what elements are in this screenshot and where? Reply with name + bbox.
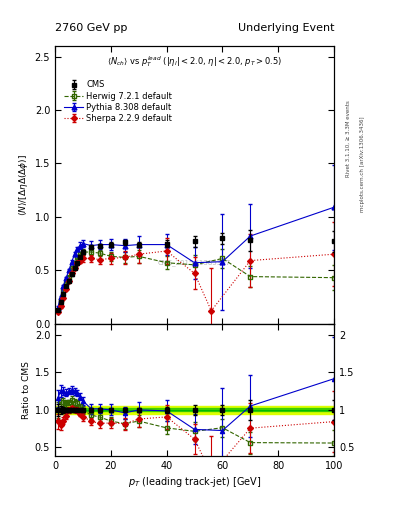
Bar bbox=[55, 409, 334, 411]
Y-axis label: $\langle N\rangle/[\Delta\eta\Delta(\Delta\phi)]$: $\langle N\rangle/[\Delta\eta\Delta(\Del… bbox=[18, 154, 31, 216]
Text: $\langle N_{ch}\rangle$ vs $p_T^{lead}$ ($|\eta_l|<2.0$, $\eta|<2.0$, $p_T>0.5$): $\langle N_{ch}\rangle$ vs $p_T^{lead}$ … bbox=[107, 54, 282, 69]
Text: mcplots.cern.ch [arXiv:1306.3436]: mcplots.cern.ch [arXiv:1306.3436] bbox=[360, 116, 365, 211]
Bar bbox=[55, 406, 334, 414]
Text: Underlying Event: Underlying Event bbox=[237, 23, 334, 33]
Text: CMS_2015_I1385307: CMS_2015_I1385307 bbox=[158, 259, 231, 266]
Legend: CMS, Herwig 7.2.1 default, Pythia 8.308 default, Sherpa 2.2.9 default: CMS, Herwig 7.2.1 default, Pythia 8.308 … bbox=[61, 77, 175, 126]
Text: Rivet 3.1.10, ≥ 3.3M events: Rivet 3.1.10, ≥ 3.3M events bbox=[346, 100, 351, 177]
X-axis label: $p_T$ (leading track-jet) [GeV]: $p_T$ (leading track-jet) [GeV] bbox=[128, 475, 261, 489]
Text: 2760 GeV pp: 2760 GeV pp bbox=[55, 23, 127, 33]
Y-axis label: Ratio to CMS: Ratio to CMS bbox=[22, 360, 31, 418]
